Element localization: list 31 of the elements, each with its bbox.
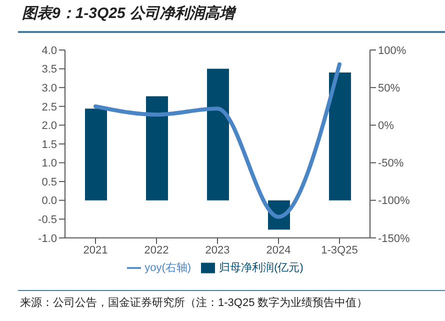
y-tick-label: -1.0 xyxy=(38,232,57,245)
line-series xyxy=(94,62,342,219)
x-tick-label: 2024 xyxy=(266,244,291,257)
y-tick-label: 3.0 xyxy=(42,82,57,94)
y2-tick-label: -150% xyxy=(378,232,410,245)
bar xyxy=(329,72,351,200)
y-tick-label: 2.5 xyxy=(42,101,57,114)
y-tick-label: 1.0 xyxy=(42,158,57,170)
x-tick-label: 1-3Q25 xyxy=(321,244,358,257)
y-tick-label: 3.5 xyxy=(42,64,57,76)
x-tick-label: 2021 xyxy=(83,244,108,257)
y-tick-label: 0.0 xyxy=(42,195,57,208)
y-tick-label: 1.5 xyxy=(42,138,57,151)
y-tick-label: -0.5 xyxy=(38,214,57,226)
y2-tick-label: 50% xyxy=(378,82,400,94)
bar xyxy=(207,68,229,200)
y-tick-label: 4.0 xyxy=(42,44,57,57)
bar xyxy=(146,96,168,200)
x-tick-label: 2023 xyxy=(205,244,230,257)
y2-tick-label: -100% xyxy=(378,195,410,208)
bar xyxy=(85,108,107,200)
y2-tick-label: 100% xyxy=(378,44,406,57)
y-tick-label: 2.0 xyxy=(42,120,57,132)
legend-label: 归母净利润(亿元) xyxy=(219,262,304,274)
legend-label: yoy(右轴) xyxy=(144,262,192,274)
source-note: 来源：公司公告，国金证券研究所（注：1-3Q25 数字为业绩预告中值） xyxy=(20,296,368,310)
y2-tick-label: -50% xyxy=(378,158,404,170)
chart-title: 图表9：1-3Q25 公司净利润高增 xyxy=(22,4,235,23)
y-tick-label: 0.5 xyxy=(42,176,57,188)
y2-tick-label: 0% xyxy=(378,120,394,132)
x-tick-label: 2022 xyxy=(144,244,169,257)
